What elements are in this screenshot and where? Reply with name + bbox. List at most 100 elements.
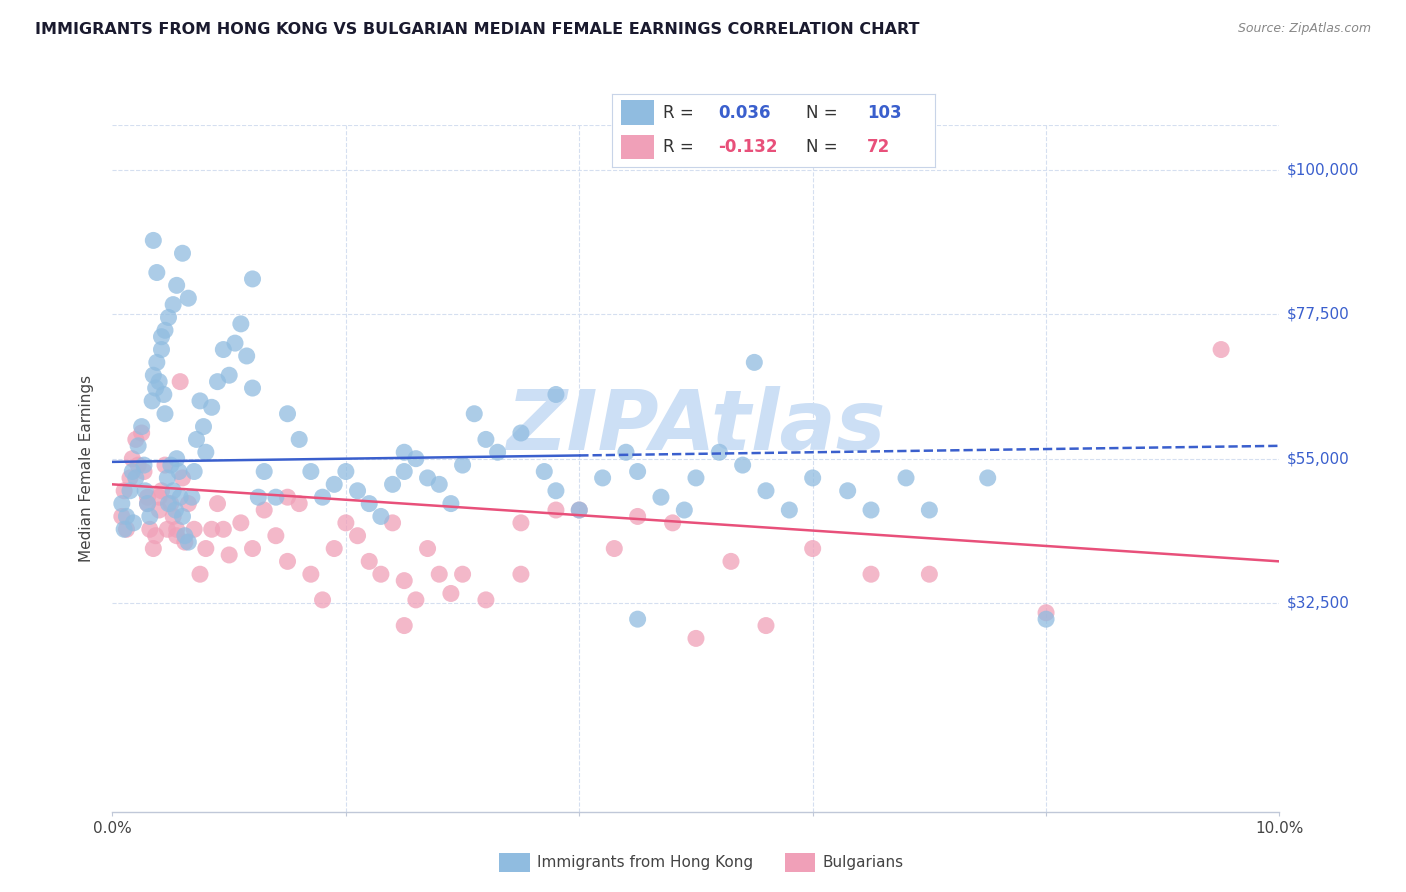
Point — [709, 445, 731, 459]
Point — [755, 483, 778, 498]
Point — [242, 272, 264, 286]
Point — [132, 465, 155, 479]
Point — [150, 329, 173, 343]
Point — [381, 477, 404, 491]
Point — [201, 522, 224, 536]
Point — [118, 471, 141, 485]
Point — [136, 490, 159, 504]
Point — [650, 490, 672, 504]
Point — [918, 503, 941, 517]
Point — [153, 407, 176, 421]
Point — [486, 445, 509, 459]
Point — [288, 433, 311, 447]
Point — [405, 451, 427, 466]
Point — [169, 375, 191, 389]
Point — [720, 554, 742, 568]
Point — [212, 522, 235, 536]
Point — [568, 503, 591, 517]
Point — [626, 612, 648, 626]
Point — [183, 522, 205, 536]
Point — [160, 497, 183, 511]
Point — [188, 393, 211, 408]
Point — [157, 310, 180, 325]
Point — [194, 541, 217, 556]
Point — [177, 497, 200, 511]
Point — [235, 349, 257, 363]
Point — [614, 445, 637, 459]
Text: Immigrants from Hong Kong: Immigrants from Hong Kong — [537, 855, 754, 870]
Point — [544, 387, 567, 401]
Point — [224, 336, 246, 351]
Text: R =: R = — [664, 103, 699, 121]
Point — [247, 490, 270, 504]
Point — [685, 632, 707, 646]
Text: -0.132: -0.132 — [718, 138, 778, 156]
Point — [463, 407, 485, 421]
Point — [381, 516, 404, 530]
Point — [136, 497, 159, 511]
Point — [755, 618, 778, 632]
Point — [359, 554, 381, 568]
Point — [156, 522, 179, 536]
Point — [837, 483, 859, 498]
Text: Source: ZipAtlas.com: Source: ZipAtlas.com — [1237, 22, 1371, 36]
Point — [127, 439, 149, 453]
Bar — [621, 135, 654, 160]
Point — [673, 503, 696, 517]
Point — [323, 477, 346, 491]
Point — [121, 465, 143, 479]
Text: Bulgarians: Bulgarians — [823, 855, 904, 870]
Point — [475, 593, 498, 607]
Point — [1035, 612, 1057, 626]
Point — [544, 483, 567, 498]
Point — [153, 323, 176, 337]
Point — [253, 503, 276, 517]
Point — [427, 477, 450, 491]
Point — [125, 471, 148, 485]
Point — [323, 541, 346, 556]
Point — [451, 567, 474, 582]
Point — [134, 483, 156, 498]
Point — [131, 419, 153, 434]
Point — [125, 433, 148, 447]
Point — [440, 497, 463, 511]
Point — [153, 458, 176, 472]
Point — [370, 567, 392, 582]
Point — [685, 471, 707, 485]
Point — [299, 567, 322, 582]
Text: N =: N = — [806, 138, 842, 156]
Text: $32,500: $32,500 — [1286, 596, 1350, 611]
Point — [172, 471, 194, 485]
Point — [172, 246, 194, 260]
Point — [157, 497, 180, 511]
Point — [165, 503, 187, 517]
Point — [299, 465, 322, 479]
Point — [427, 567, 450, 582]
Point — [131, 425, 153, 440]
Point — [121, 451, 143, 466]
Point — [475, 433, 498, 447]
Point — [801, 541, 824, 556]
Point — [145, 381, 167, 395]
Point — [162, 483, 184, 498]
Point — [112, 483, 135, 498]
Point — [207, 497, 229, 511]
Point — [859, 503, 883, 517]
Point — [201, 401, 224, 415]
Point — [145, 529, 167, 543]
Point — [115, 522, 138, 536]
Point — [242, 381, 264, 395]
Point — [177, 535, 200, 549]
Point — [1209, 343, 1232, 357]
Point — [276, 407, 298, 421]
Text: 0.036: 0.036 — [718, 103, 770, 121]
Point — [111, 509, 134, 524]
Point — [172, 509, 194, 524]
Point — [132, 458, 155, 472]
Point — [778, 503, 800, 517]
Point — [742, 355, 765, 369]
Point — [229, 317, 252, 331]
Point — [139, 522, 162, 536]
Point — [180, 490, 202, 504]
Y-axis label: Median Female Earnings: Median Female Earnings — [79, 375, 94, 562]
